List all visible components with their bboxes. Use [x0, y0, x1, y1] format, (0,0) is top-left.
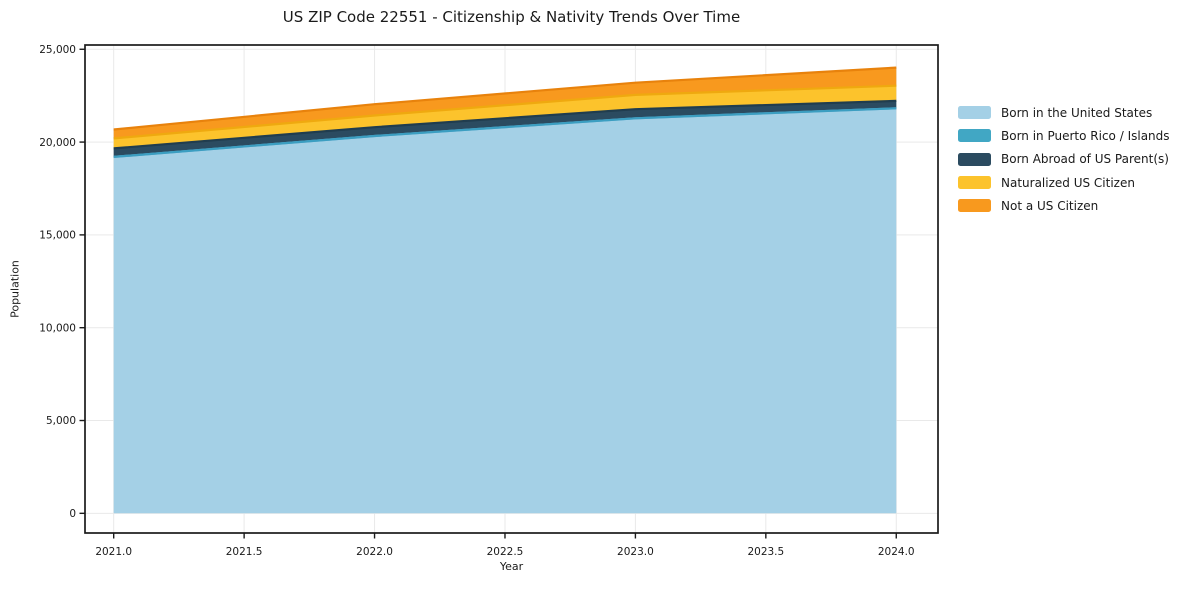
- x-tick-label: 2024.0: [878, 546, 915, 558]
- area-edge-line: [113, 84, 897, 140]
- x-tick-label: 2023.0: [617, 546, 654, 558]
- legend-swatch-icon: [958, 152, 991, 166]
- area-edge-line: [113, 107, 897, 158]
- legend-item: Born in Puerto Rico / Islands: [958, 124, 1170, 147]
- y-tick-label: 20,000: [39, 137, 76, 149]
- x-tick-label: 2021.0: [95, 546, 132, 558]
- plot-frame: [84, 44, 939, 534]
- legend-item: Born in the United States: [958, 101, 1170, 124]
- legend-swatch-icon: [958, 106, 991, 120]
- legend-label: Born in the United States: [1001, 105, 1153, 120]
- area-fill: [113, 85, 897, 149]
- area-edge-line: [113, 66, 897, 131]
- legend-swatch-icon: [958, 176, 991, 190]
- legend-label: Not a US Citizen: [1001, 198, 1099, 213]
- legend-swatch-icon: [958, 129, 991, 143]
- legend-item: Naturalized US Citizen: [958, 171, 1170, 194]
- x-tick-label: 2022.5: [487, 546, 524, 558]
- legend-label: Naturalized US Citizen: [1001, 175, 1135, 190]
- y-tick-label: 15,000: [39, 230, 76, 242]
- legend-swatch-icon: [958, 199, 991, 213]
- x-tick-label: 2023.5: [747, 546, 784, 558]
- y-tick-label: 0: [69, 508, 76, 520]
- legend-label: Born Abroad of US Parent(s): [1001, 152, 1169, 167]
- x-tick-label: 2022.0: [356, 546, 393, 558]
- legend-item: Born Abroad of US Parent(s): [958, 148, 1170, 171]
- x-axis-label: Year: [499, 560, 524, 573]
- y-tick-label: 25,000: [39, 44, 76, 56]
- area-fill: [113, 108, 897, 514]
- y-tick-label: 10,000: [39, 322, 76, 334]
- y-tick-label: 5,000: [46, 415, 76, 427]
- legend: Born in the United States Born in Puerto …: [958, 101, 1170, 217]
- x-tick-label: 2021.5: [226, 546, 263, 558]
- legend-item: Not a US Citizen: [958, 194, 1170, 217]
- legend-label: Born in Puerto Rico / Islands: [1001, 128, 1170, 143]
- area-edge-line: [113, 99, 897, 150]
- chart-title: US ZIP Code 22551 - Citizenship & Nativi…: [282, 8, 741, 26]
